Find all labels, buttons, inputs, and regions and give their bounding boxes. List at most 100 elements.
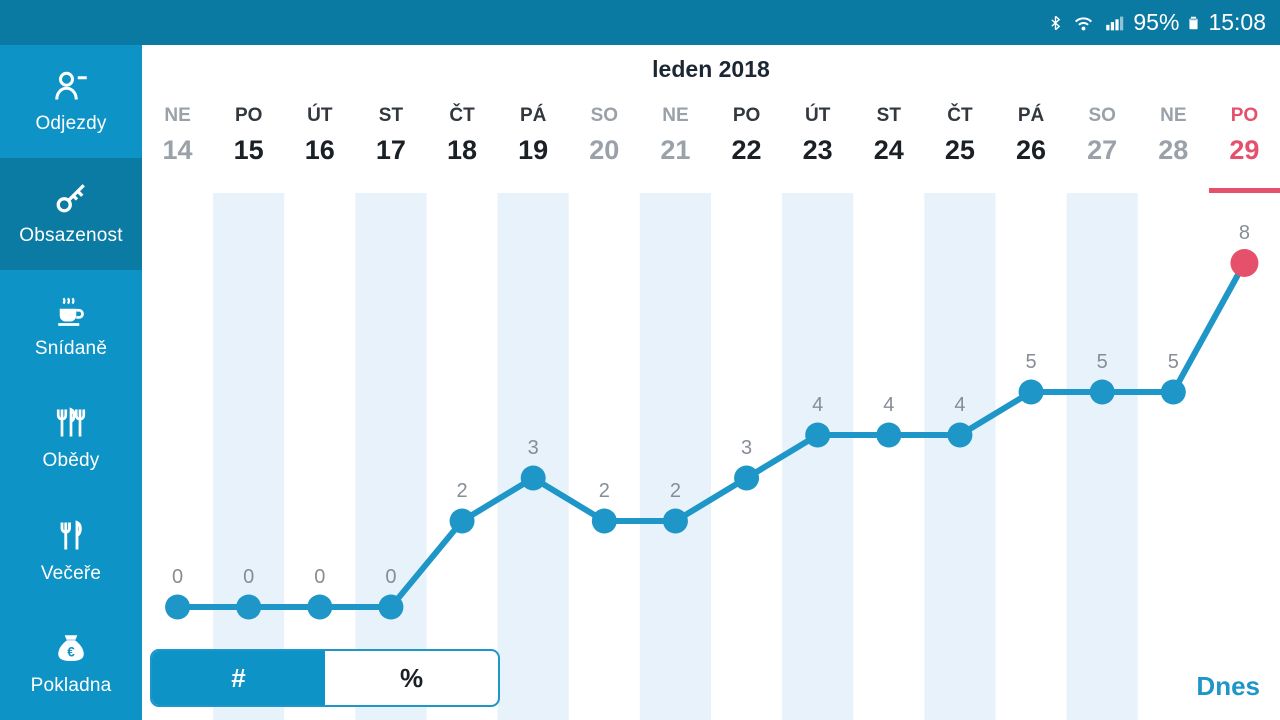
day-number: 15 <box>233 135 264 165</box>
value-label: 8 <box>1239 222 1250 244</box>
day-name: NE <box>662 105 689 126</box>
data-point[interactable] <box>307 594 333 620</box>
day-name: PO <box>234 105 263 126</box>
value-label: 0 <box>243 566 254 588</box>
sidebar-item-label: Večeře <box>40 562 102 584</box>
today-button[interactable]: Dnes <box>1196 671 1260 701</box>
value-label: 3 <box>741 437 752 459</box>
dinner-icon <box>53 518 89 554</box>
data-point[interactable] <box>1160 379 1186 405</box>
value-label: 2 <box>670 480 681 502</box>
sidebar: Odjezdy Obsazenost Snídaně Obědy Večeře € Pokl… <box>0 45 142 720</box>
day-column-26[interactable]: PÁ 26 <box>996 100 1067 193</box>
occupancy-chart: 0 0 0 0 2 3 2 2 3 4 4 4 5 5 5 8 <box>165 193 1259 720</box>
day-number: 16 <box>304 135 335 165</box>
unit-toggle: #% <box>150 649 500 707</box>
battery-icon <box>1186 11 1201 35</box>
day-number: 17 <box>375 135 406 165</box>
day-number: 29 <box>1229 135 1260 165</box>
day-column-27[interactable]: SO 27 <box>1067 100 1138 193</box>
today-data-point[interactable] <box>1230 249 1259 277</box>
day-name: ÚT <box>307 105 333 126</box>
day-number: 14 <box>162 135 193 165</box>
value-label: 2 <box>457 480 468 502</box>
value-label: 5 <box>1097 351 1108 373</box>
chart-line <box>177 261 1248 610</box>
lunch-icon <box>53 405 89 441</box>
data-point[interactable] <box>520 465 546 491</box>
day-column-23[interactable]: ÚT 23 <box>782 100 853 193</box>
column-band <box>1066 193 1138 720</box>
value-label: 3 <box>528 437 539 459</box>
sidebar-item-obedy[interactable]: Obědy <box>0 383 142 496</box>
day-name: PO <box>732 105 761 126</box>
coffee-icon <box>53 293 89 329</box>
data-point[interactable] <box>591 508 617 534</box>
column-band <box>639 193 711 720</box>
day-name: PÁ <box>519 105 547 126</box>
day-name: SO <box>590 105 619 126</box>
sidebar-item-obsazenost[interactable]: Obsazenost <box>0 157 142 270</box>
column-band <box>497 193 569 720</box>
data-point[interactable] <box>805 422 831 448</box>
day-name: ČT <box>449 105 475 126</box>
day-name: NE <box>164 105 191 126</box>
value-label: 4 <box>883 394 894 416</box>
value-label: 5 <box>1026 351 1037 373</box>
day-column-25[interactable]: ČT 25 <box>924 100 995 193</box>
day-name: ČT <box>947 105 973 126</box>
toggle-option-percent[interactable]: % <box>399 662 424 693</box>
data-point[interactable] <box>378 594 404 620</box>
day-column-28[interactable]: NE 28 <box>1138 100 1209 193</box>
day-column-16[interactable]: ÚT 16 <box>284 100 355 193</box>
column-band <box>355 193 427 720</box>
day-column-15[interactable]: PO 15 <box>213 100 284 193</box>
day-number: 26 <box>1016 135 1047 165</box>
day-column-18[interactable]: ČT 18 <box>427 100 498 193</box>
day-name: PO <box>1230 105 1259 126</box>
sidebar-item-vecere[interactable]: Večeře <box>0 495 142 608</box>
sidebar-item-odjezdy[interactable]: Odjezdy <box>0 45 142 158</box>
day-number: 21 <box>660 135 691 165</box>
day-number: 22 <box>731 135 762 165</box>
day-column-17[interactable]: ST 17 <box>355 100 426 193</box>
data-point[interactable] <box>1018 379 1044 405</box>
day-column-24[interactable]: ST 24 <box>853 100 924 193</box>
data-point[interactable] <box>165 594 191 620</box>
day-name: NE <box>1160 105 1187 126</box>
today-underline <box>1208 188 1280 193</box>
chart-title: leden 2018 <box>652 56 770 82</box>
data-point[interactable] <box>876 422 902 448</box>
data-point[interactable] <box>947 422 973 448</box>
value-label: 5 <box>1168 351 1179 373</box>
column-band <box>213 193 285 720</box>
day-column-21[interactable]: NE 21 <box>640 100 711 193</box>
data-point[interactable] <box>236 594 262 620</box>
value-label: 2 <box>599 480 610 502</box>
data-point[interactable] <box>449 508 475 534</box>
data-point[interactable] <box>734 465 760 491</box>
day-number: 23 <box>802 135 833 165</box>
day-name: PÁ <box>1017 105 1045 126</box>
day-column-19[interactable]: PÁ 19 <box>498 100 569 193</box>
day-column-22[interactable]: PO 22 <box>711 100 782 193</box>
sidebar-item-label: Obsazenost <box>19 225 123 247</box>
day-name: SO <box>1088 105 1116 126</box>
day-number: 18 <box>447 135 478 165</box>
day-number: 27 <box>1087 135 1118 165</box>
sidebar-item-pokladna[interactable]: € Pokladna <box>0 608 142 720</box>
day-column-29[interactable]: PO 29 <box>1208 100 1280 193</box>
sidebar-item-label: Obědy <box>42 450 100 472</box>
day-column-20[interactable]: SO 20 <box>569 100 640 193</box>
value-label: 0 <box>385 566 396 588</box>
signal-icon <box>1103 12 1126 34</box>
data-point[interactable] <box>662 508 688 534</box>
toggle-option-count[interactable]: # <box>152 651 325 705</box>
data-point[interactable] <box>1089 379 1115 405</box>
day-column-14[interactable]: NE 14 <box>142 100 213 193</box>
day-name: ST <box>378 105 404 126</box>
sidebar-item-snidane[interactable]: Snídaně <box>0 270 142 383</box>
day-number: 20 <box>589 135 620 165</box>
day-number: 28 <box>1158 135 1189 165</box>
column-band <box>782 193 854 720</box>
